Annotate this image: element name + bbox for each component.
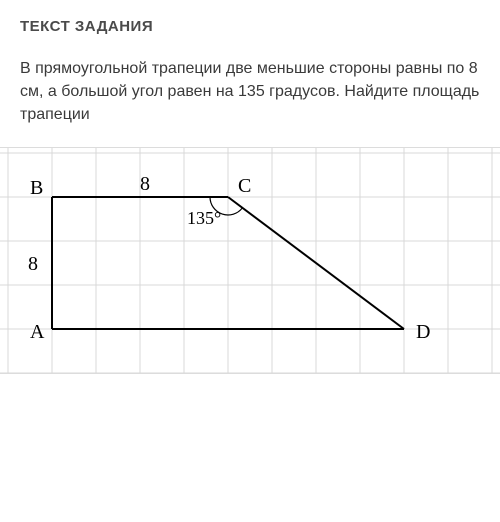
- trapezoid-figure: A B C D 8 8 135°: [0, 147, 500, 374]
- trapezoid-svg: A B C D 8 8 135°: [0, 148, 500, 373]
- svg-text:A: A: [30, 321, 45, 343]
- problem-text: В прямоугольной трапеции две меньшие сто…: [20, 57, 480, 127]
- task-heading: ТЕКСТ ЗАДАНИЯ: [20, 18, 480, 35]
- svg-text:135°: 135°: [187, 208, 221, 228]
- svg-text:D: D: [416, 321, 430, 343]
- svg-text:C: C: [238, 175, 251, 197]
- svg-text:8: 8: [28, 253, 38, 275]
- svg-text:8: 8: [140, 173, 150, 195]
- svg-text:B: B: [30, 177, 43, 199]
